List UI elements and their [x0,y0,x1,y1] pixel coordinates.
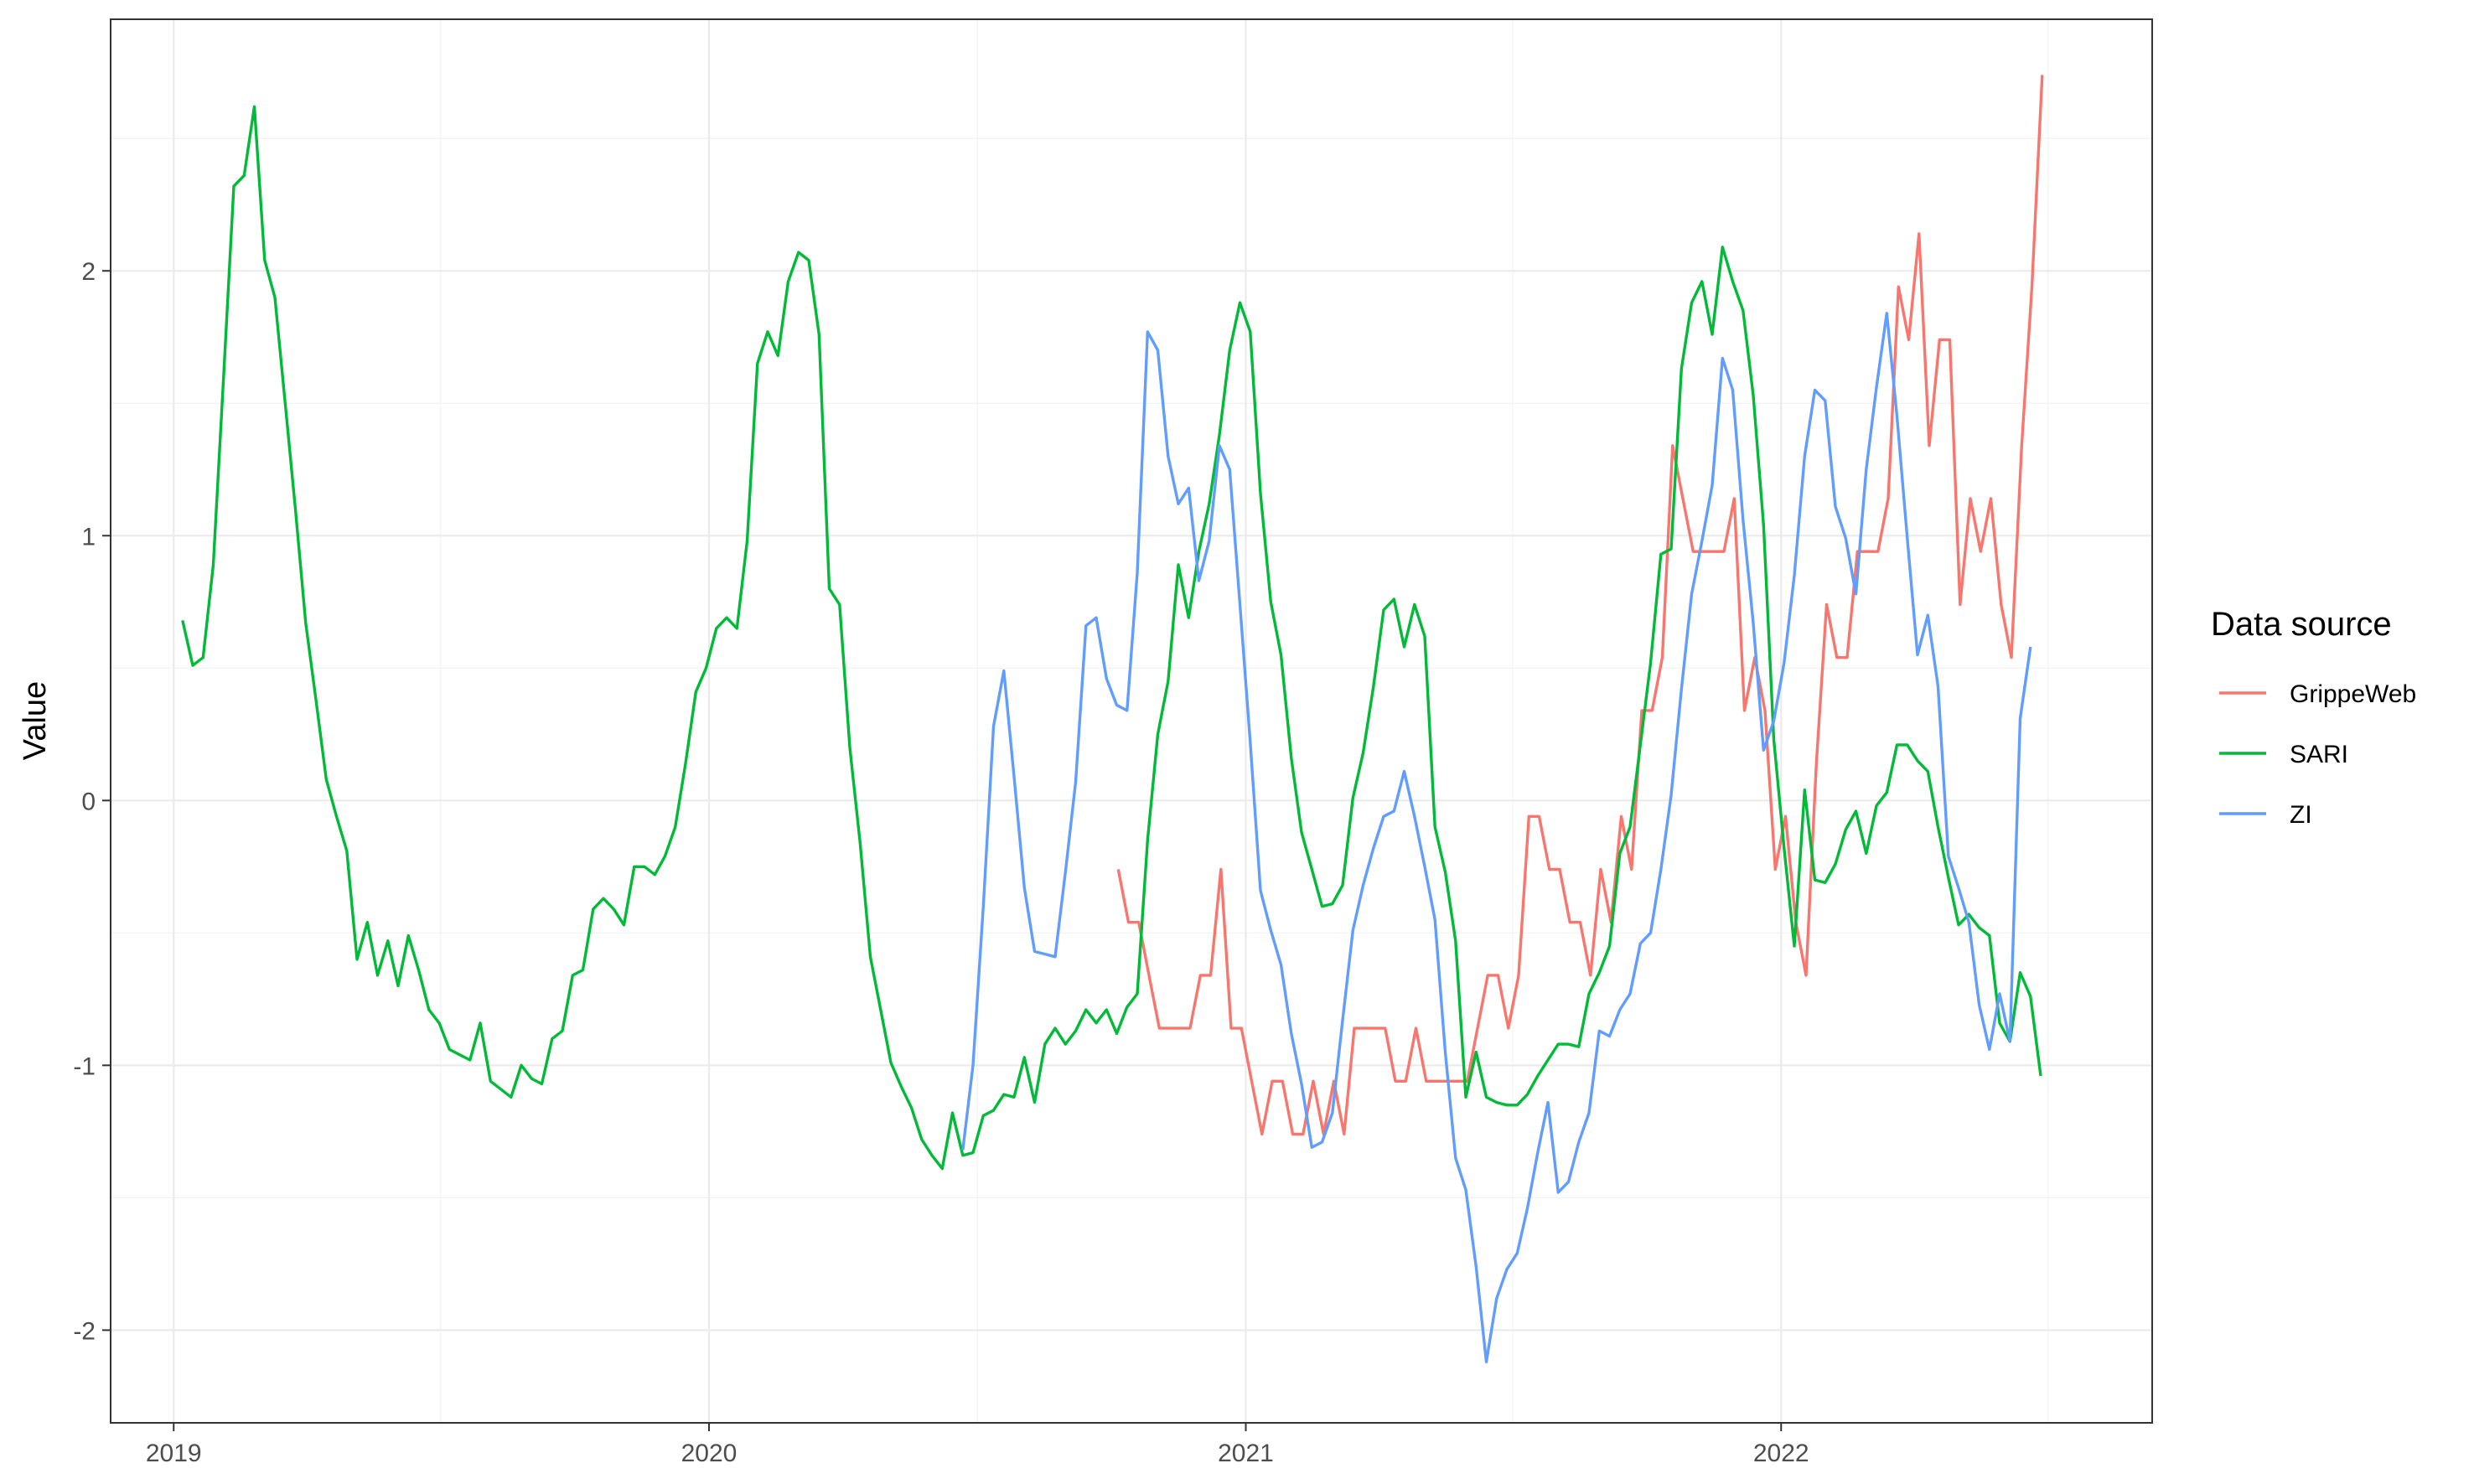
legend-label-grippeweb: GrippeWeb [2290,680,2416,708]
x-tick-label: 2020 [681,1440,738,1467]
x-tick-label: 2021 [1218,1440,1274,1467]
plot-background [111,19,2152,1423]
y-axis: -2 -1 0 1 2 [73,258,111,1345]
x-axis: 2019 2020 2021 2022 [146,1423,1809,1467]
y-tick-label: 1 [81,523,96,551]
series-lines [181,75,2044,1364]
legend-title: Data source [2211,606,2392,643]
legend-label-zi: ZI [2290,801,2312,829]
y-axis-title: Value [18,681,53,760]
x-tick-label: 2022 [1753,1440,1809,1467]
y-tick-label: -1 [73,1052,96,1080]
series-line-sari [181,105,2042,1171]
plot-panel-border [110,18,2153,1424]
minor-gridlines [111,19,2152,1423]
series-line-zi [961,312,2032,1364]
y-tick-label: 0 [81,788,96,815]
y-tick-label: 2 [81,258,96,286]
major-gridlines [111,19,2152,1423]
legend-label-sari: SARI [2290,741,2348,768]
legend: Data source GrippeWeb SARI ZI [2211,606,2416,829]
x-tick-label: 2019 [146,1440,202,1467]
series-line-grippeweb [1116,75,2044,1136]
y-tick-label: -2 [73,1317,96,1345]
